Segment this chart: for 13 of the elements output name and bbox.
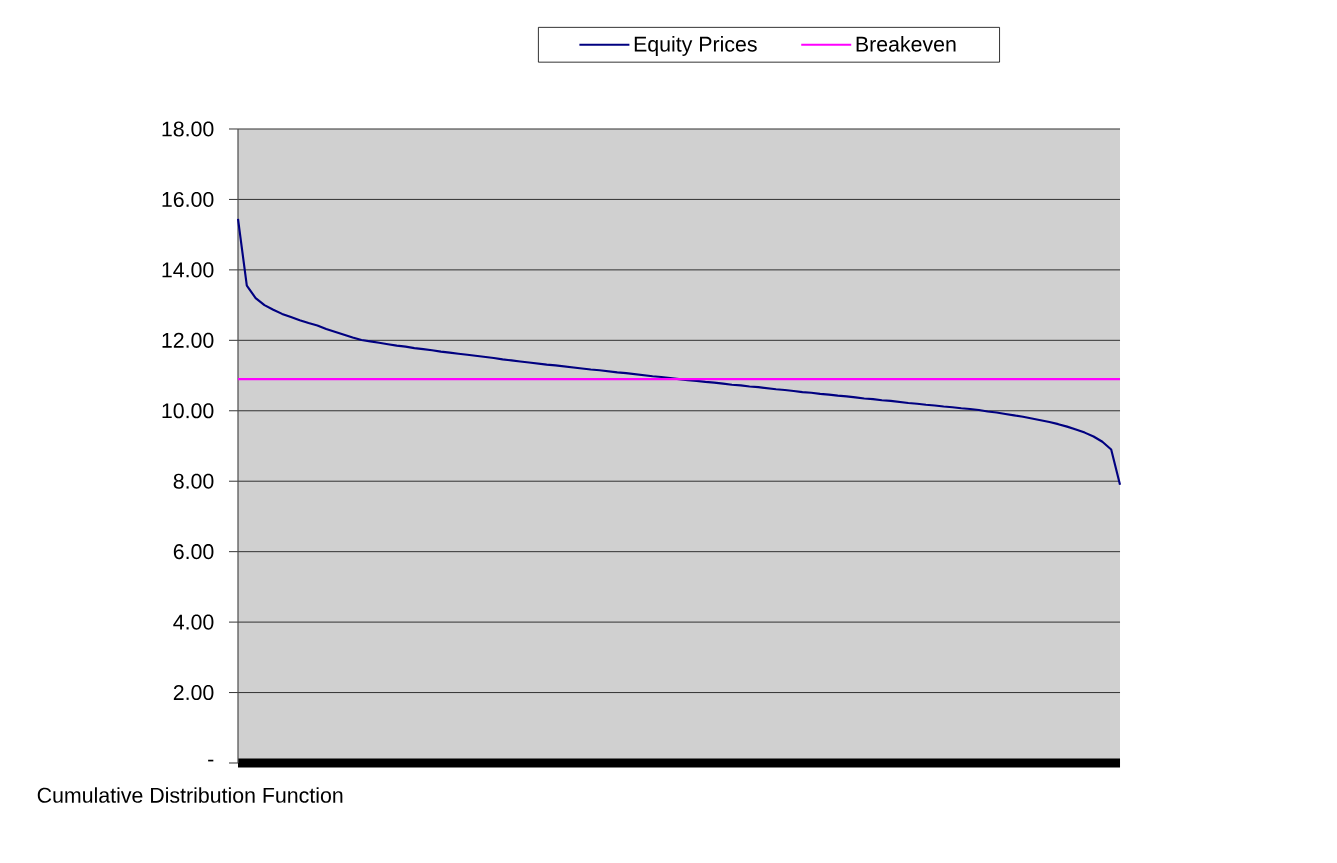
y-tick-label: 18.00 (162, 121, 214, 137)
legend-label: Breakeven (856, 36, 956, 52)
y-tick-label: - (208, 759, 214, 762)
legend-label: Equity Prices (634, 36, 757, 56)
y-tick-label: 12.00 (162, 332, 214, 348)
y-tick-label: 10.00 (162, 403, 214, 419)
y-tick-label: 4.00 (173, 614, 214, 630)
y-tick-label: 16.00 (162, 191, 214, 207)
y-tick-label: 8.00 (173, 473, 214, 489)
y-tick-label: 14.00 (162, 262, 214, 278)
y-tick-label: 2.00 (173, 685, 214, 701)
y-tick-label: 6.00 (173, 544, 214, 560)
x-axis-title: Cumulative Distribution Function (37, 787, 343, 803)
